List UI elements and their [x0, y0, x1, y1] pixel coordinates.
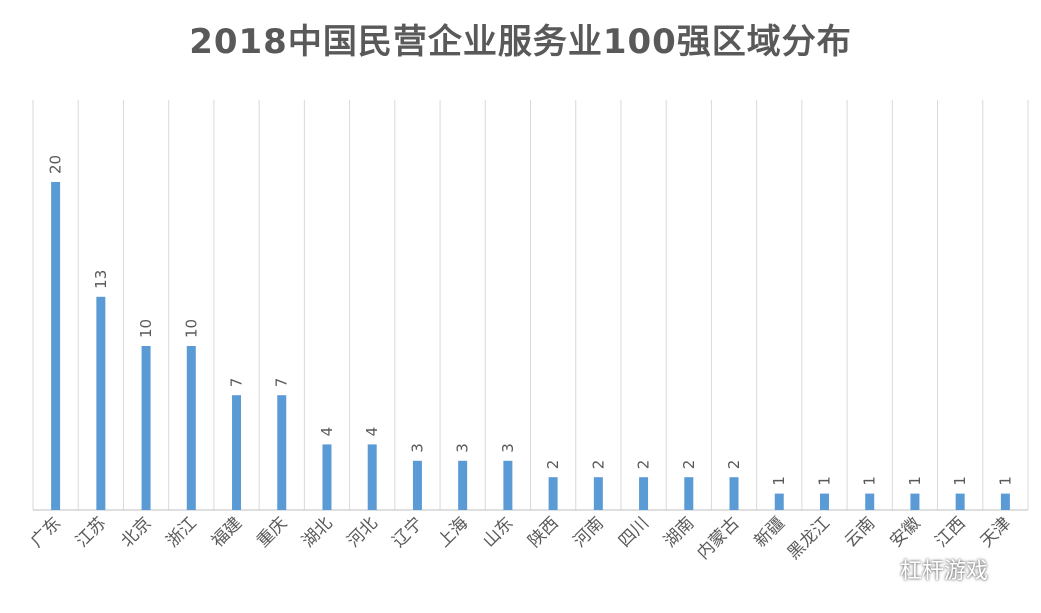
bar-6: [322, 444, 332, 510]
data-label: 20: [47, 155, 65, 174]
bar-21: [1000, 493, 1010, 510]
bar-13: [639, 477, 649, 510]
x-tick-label: 新疆: [751, 513, 789, 551]
x-tick-label: 安徽: [886, 513, 924, 551]
bar-1: [96, 296, 106, 510]
x-tick-label: 浙江: [163, 513, 201, 551]
bar-17: [819, 493, 829, 510]
bar-14: [684, 477, 694, 510]
bar-10: [503, 460, 513, 510]
data-label: 1: [770, 476, 788, 486]
bar-7: [367, 444, 377, 510]
x-tick-label: 山东: [479, 513, 517, 551]
watermark: 杠杆游戏: [868, 553, 988, 585]
bar-15: [729, 477, 739, 510]
x-tick-label: 天津: [977, 513, 1015, 551]
data-label: 10: [137, 319, 155, 338]
x-tick-label: 河北: [344, 513, 382, 551]
data-label: 1: [861, 476, 879, 486]
bar-12: [593, 477, 603, 510]
data-label: 2: [725, 460, 743, 470]
x-tick-label: 北京: [117, 513, 155, 551]
watermark-text: 杠杆游戏: [900, 559, 989, 584]
bar-4: [232, 395, 242, 510]
x-tick-label: 陕西: [524, 513, 562, 551]
data-label: 2: [635, 460, 653, 470]
x-tick-label: 黑龙江: [784, 513, 834, 563]
data-label: 13: [92, 270, 110, 289]
bar-2: [141, 346, 151, 510]
data-label: 2: [544, 460, 562, 470]
data-label: 3: [499, 443, 517, 453]
data-label: 7: [273, 378, 291, 388]
wechat-icon: [868, 559, 895, 580]
data-label: 10: [182, 319, 200, 338]
x-tick-label: 云南: [841, 513, 879, 551]
bar-8: [412, 460, 422, 510]
x-tick-label: 广东: [27, 513, 65, 551]
x-tick-label: 四川: [615, 513, 653, 551]
data-label: 1: [906, 476, 924, 486]
data-label: 4: [318, 427, 336, 437]
data-label: 1: [815, 476, 833, 486]
bar-9: [458, 460, 468, 510]
data-label: 4: [363, 427, 381, 437]
x-tick-label: 江苏: [72, 513, 110, 551]
x-tick-label: 河南: [570, 513, 608, 551]
x-tick-label: 江西: [932, 513, 970, 551]
x-tick-label: 上海: [434, 513, 472, 551]
x-tick-label: 重庆: [253, 513, 291, 551]
x-tick-label: 辽宁: [389, 513, 427, 551]
bar-0: [51, 182, 61, 510]
x-tick-label: 湖南: [660, 513, 698, 551]
data-label: 3: [408, 443, 426, 453]
x-tick-label: 湖北: [298, 513, 336, 551]
chart-title: 2018中国民营企业服务业100强区域分布: [189, 22, 852, 62]
bar-11: [548, 477, 558, 510]
data-label: 1: [951, 476, 969, 486]
data-label: 2: [680, 460, 698, 470]
bar-3: [186, 346, 196, 510]
data-label: 2: [589, 460, 607, 470]
data-label: 3: [454, 443, 472, 453]
data-label: 1: [996, 476, 1014, 486]
bar-19: [910, 493, 920, 510]
bar-20: [955, 493, 965, 510]
bar-16: [774, 493, 784, 510]
bar-18: [865, 493, 875, 510]
x-tick-label: 福建: [208, 513, 246, 551]
bar-5: [277, 395, 287, 510]
data-label: 7: [228, 378, 246, 388]
x-tick-label: 内蒙古: [693, 513, 743, 563]
